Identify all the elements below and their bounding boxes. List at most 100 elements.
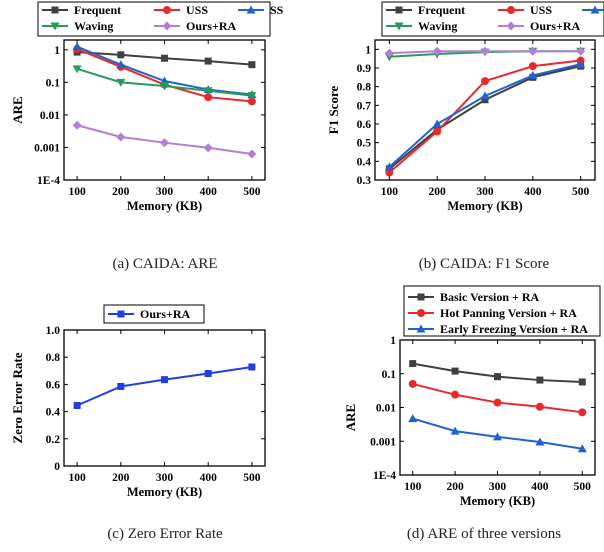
x-axis-label: Memory (KB) (460, 494, 535, 508)
legend-marker (590, 5, 600, 14)
x-tick-label: 400 (531, 481, 549, 493)
series-line (76, 366, 253, 407)
data-point (536, 376, 544, 384)
y-tick-label: 0.01 (376, 403, 396, 415)
x-tick-label: 200 (429, 186, 447, 198)
legend-label: Ours+RA (140, 307, 191, 321)
y-tick-label: 0.6 (357, 119, 372, 131)
data-point (494, 373, 501, 381)
data-point (535, 437, 545, 446)
y-tick-label: 0.2 (46, 434, 61, 446)
data-point (116, 60, 126, 69)
x-tick-label: 300 (156, 186, 174, 198)
y-tick-label: 0.8 (357, 82, 372, 94)
legend: Basic Version + RA Hot Panning Version + … (403, 285, 601, 337)
x-tick-label: 100 (68, 186, 86, 198)
x-tick-label: 100 (68, 472, 86, 484)
data-point (73, 401, 81, 409)
series-2 (408, 379, 587, 417)
x-tick-label: 400 (524, 186, 542, 198)
y-tick-label: 0.6 (46, 379, 61, 391)
x-tick-label: 500 (243, 186, 261, 198)
x-tick-label: 300 (476, 186, 494, 198)
data-point (248, 363, 256, 371)
legend-label: Ours+RA (186, 19, 237, 33)
data-point (203, 143, 213, 153)
legend-marker (246, 5, 256, 14)
panel-caption: (d) ARE of three versions (407, 526, 561, 542)
data-point (117, 382, 125, 390)
y-axis-label: ARE (343, 404, 358, 431)
data-point (160, 138, 169, 148)
data-point (576, 46, 586, 56)
panel-caption: (b) CAIDA: F1 Score (419, 256, 550, 272)
data-point (578, 378, 586, 386)
data-point (451, 390, 460, 399)
series-line (412, 382, 583, 414)
data-point (116, 78, 126, 87)
data-point (493, 432, 502, 441)
legend-marker (416, 324, 426, 333)
x-tick-label: 500 (243, 472, 261, 484)
y-tick-label: 0.8 (46, 352, 61, 364)
x-tick-label: 300 (156, 472, 174, 484)
data-point (384, 162, 394, 171)
data-point (433, 127, 442, 136)
x-axis-label: Memory (KB) (447, 199, 522, 213)
legend-marker (50, 22, 60, 31)
data-point (528, 46, 538, 56)
data-point (204, 370, 212, 378)
plot-frame (399, 339, 596, 476)
data-point (161, 54, 168, 62)
data-point (432, 119, 442, 128)
data-point (72, 120, 82, 130)
data-point (72, 65, 82, 74)
plot-frame (374, 39, 596, 181)
panel-caption: (a) CAIDA: ARE (113, 256, 218, 272)
y-axis-label: F1 Score (326, 86, 341, 135)
x-tick-label: 300 (489, 481, 507, 493)
y-axis-label: Zero Error Rate (10, 352, 25, 443)
chart-panel-4: 1E-4 0.001 0.01 0.1 1 100 200 300 400 500 Memory (… (343, 285, 601, 542)
y-tick-label: 0.4 (46, 407, 61, 419)
chart-panel-2: 0.3 0.4 0.5 0.6 0.7 0.8 0.9 1 100 200 300 400 500 Mem… (326, 1, 604, 272)
data-point (72, 42, 82, 51)
legend-box (103, 304, 205, 324)
y-tick-label: 1 (54, 45, 60, 57)
y-tick-label: 0.9 (357, 63, 372, 75)
data-point (408, 414, 418, 423)
legend-label: Early Freezing Version + RA (440, 322, 588, 336)
legend-label: Frequent (74, 3, 121, 17)
data-point (161, 376, 168, 384)
chart-panel-1: 1E-4 0.001 0.01 0.1 1 100 200 300 400 500 Memory (… (10, 1, 284, 272)
data-point (450, 426, 460, 435)
series-5 (72, 120, 257, 159)
series-2 (385, 56, 585, 177)
data-point (116, 132, 126, 142)
data-point (528, 62, 537, 71)
data-point (248, 61, 256, 69)
y-tick-label: 0.1 (46, 77, 61, 89)
series-1 (73, 363, 256, 409)
legend-label: USS (530, 3, 552, 17)
data-point (384, 48, 394, 58)
y-tick-label: 0.3 (357, 175, 372, 187)
data-point (160, 76, 169, 85)
data-point (576, 59, 586, 68)
x-tick-label: 400 (200, 186, 218, 198)
chart-panel-3: 0 0.2 0.4 0.6 0.8 1.0 100 200 300 400 500 Memory (K… (10, 304, 266, 542)
y-tick-label: 0.001 (370, 436, 396, 448)
data-point (480, 91, 490, 100)
data-point (385, 168, 394, 177)
legend-box (381, 1, 604, 37)
legend-marker (507, 6, 515, 14)
legend-box (403, 285, 601, 337)
legend: Ours+RA (103, 304, 205, 324)
data-point (247, 97, 256, 106)
y-tick-label: 0.5 (357, 138, 372, 150)
data-point (528, 70, 538, 79)
x-tick-label: 200 (112, 472, 130, 484)
